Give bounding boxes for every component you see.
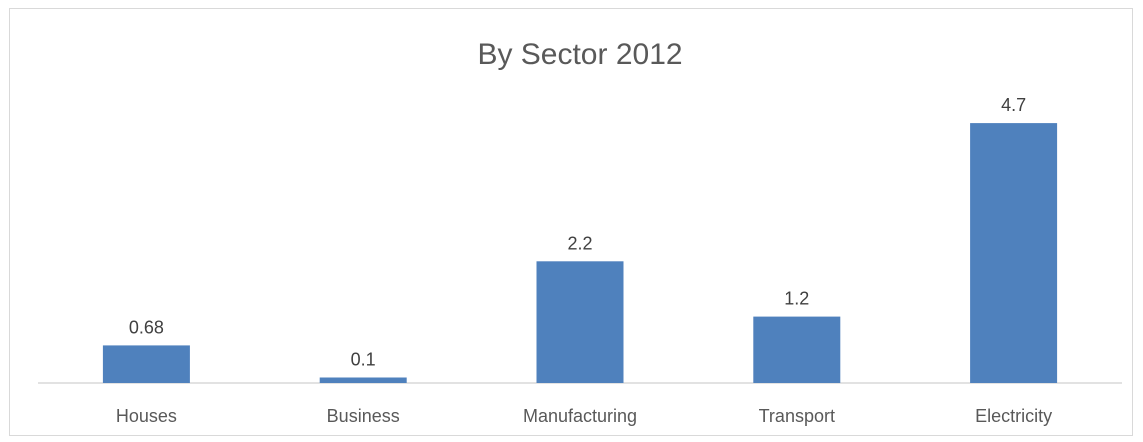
bar-transport	[753, 316, 841, 383]
data-label-houses: 0.68	[129, 317, 164, 337]
data-label-electricity: 4.7	[1001, 95, 1026, 115]
bar-houses	[102, 345, 190, 383]
data-labels-group: 0.68 0.1 2.2 1.2 4.7	[129, 95, 1026, 369]
bar-business	[319, 377, 407, 383]
x-tick-label-transport: Transport	[759, 406, 835, 426]
bars-group	[102, 123, 1058, 383]
chart-title: By Sector 2012	[477, 38, 682, 71]
x-tick-label-houses: Houses	[116, 406, 177, 426]
x-tick-label-business: Business	[327, 406, 400, 426]
bar-electricity	[970, 123, 1058, 383]
bar-manufacturing	[536, 261, 624, 383]
x-tick-label-electricity: Electricity	[975, 406, 1052, 426]
x-tick-labels-group: Houses Business Manufacturing Transport Elec…	[116, 406, 1052, 426]
data-label-manufacturing: 2.2	[567, 233, 592, 253]
x-tick-label-manufacturing: Manufacturing	[523, 406, 637, 426]
data-label-transport: 1.2	[784, 289, 809, 309]
data-label-business: 0.1	[351, 350, 376, 370]
